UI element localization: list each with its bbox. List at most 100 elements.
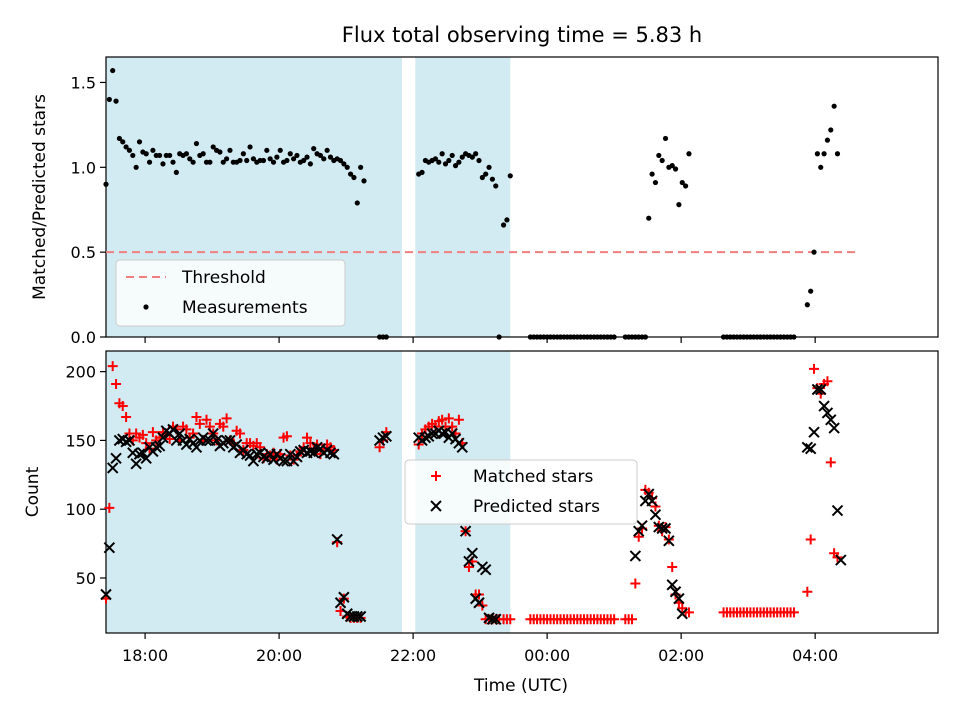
matched-star-point <box>809 363 820 374</box>
matched-star-point <box>221 413 232 424</box>
predicted-star-point <box>669 586 682 598</box>
predicted-star-point <box>380 430 393 442</box>
measurement-point <box>446 157 452 164</box>
x-tick-label: 20:00 <box>256 646 302 665</box>
legend-measurement-label: Measurements <box>182 298 308 318</box>
predicted-star-point <box>801 441 814 454</box>
measurement-point <box>831 103 837 109</box>
predicted-star-point <box>486 613 499 625</box>
data-marks <box>100 67 860 625</box>
measurement-point <box>183 151 190 157</box>
predicted-star-point <box>459 525 472 537</box>
matched-star-point <box>630 578 641 589</box>
y-tick-label-top: 0.0 <box>71 328 96 347</box>
predicted-star-point <box>815 383 827 396</box>
measurement-point <box>452 163 459 169</box>
predicted-star-point <box>426 427 438 440</box>
matched-star-point <box>825 457 836 468</box>
measurement-point <box>834 151 841 157</box>
matched-star-point <box>633 531 644 542</box>
predicted-star-point <box>130 458 142 470</box>
measurement-point <box>676 202 682 208</box>
measurement-point <box>284 157 290 164</box>
shaded-interval-top-2 <box>415 57 511 337</box>
measurement-point <box>103 181 109 187</box>
measurement-point <box>649 171 655 177</box>
axes-frame-bot <box>105 350 939 634</box>
measurement-point <box>652 179 659 186</box>
measurement-point <box>814 151 820 157</box>
predicted-star-point <box>676 608 688 620</box>
predicted-star-point <box>257 451 270 463</box>
measurement-point <box>260 157 267 164</box>
measurement-point <box>291 156 297 162</box>
measurement-point <box>250 156 257 162</box>
y-tick-label-top: 0.5 <box>71 243 96 262</box>
predicted-star-point <box>804 442 817 455</box>
legend-predicted-swatch <box>430 500 442 512</box>
measurement-point <box>146 159 153 165</box>
y-tick-label-top: 1.0 <box>71 158 96 177</box>
predicted-star-point <box>821 407 834 419</box>
legend-threshold-label: Threshold <box>181 268 266 288</box>
legend-top-box <box>115 259 346 327</box>
measurement-point <box>267 156 273 162</box>
measurement-point <box>126 147 133 153</box>
measurement-point <box>324 147 330 153</box>
predicted-star-point <box>304 445 317 458</box>
measurement-point <box>160 161 166 167</box>
measurement-point <box>327 154 334 160</box>
chart-title: Flux total observing time = 5.83 h <box>342 23 702 47</box>
measurement-point <box>479 174 485 181</box>
y-tick-label-top: 1.5 <box>71 73 96 92</box>
matched-star-point <box>627 614 638 625</box>
measurement-point <box>277 147 283 153</box>
legend-matched-swatch <box>431 471 441 481</box>
measurement-point <box>611 334 617 340</box>
predicted-star-point <box>103 542 116 554</box>
predicted-star-point <box>629 550 642 562</box>
measurement-point <box>120 139 126 145</box>
measurement-point <box>672 166 679 172</box>
measurement-point <box>170 159 176 165</box>
measurement-point <box>358 164 364 170</box>
measurement-point <box>483 171 489 177</box>
predicted-star-point <box>338 591 350 603</box>
measurement-point <box>287 151 293 157</box>
measurement-point <box>274 154 280 160</box>
predicted-star-point <box>636 519 648 532</box>
predicted-star-point <box>133 448 146 460</box>
predicted-star-point <box>643 488 655 500</box>
predicted-star-point <box>466 547 479 559</box>
predicted-star-point <box>490 613 502 625</box>
y-tick-label-bot: 200 <box>65 363 96 382</box>
measurement-point <box>351 174 357 181</box>
predicted-star-point <box>120 436 132 448</box>
shaded-interval-bot-1 <box>106 351 402 633</box>
measurement-point <box>679 179 685 186</box>
predicted-star-point <box>247 455 260 467</box>
predicted-star-point <box>831 504 844 517</box>
axes-frames <box>100 56 939 639</box>
matched-star-point <box>453 414 464 425</box>
measurement-point <box>106 96 112 103</box>
legend-bottom-box <box>404 459 638 525</box>
measurement-point <box>811 249 817 255</box>
predicted-star-point <box>334 597 347 609</box>
x-tick-label: 18:00 <box>122 646 168 665</box>
predicted-star-point <box>835 554 847 566</box>
predicted-star-point <box>251 448 263 460</box>
measurement-point <box>307 161 313 167</box>
predicted-star-point <box>207 427 219 440</box>
measurement-point <box>656 152 662 159</box>
bottom-xlabel: Time (UTC) <box>473 676 568 696</box>
predicted-star-point <box>656 522 668 535</box>
measurement-point <box>383 334 389 340</box>
measurement-point <box>500 222 507 228</box>
matched-star-point <box>164 434 175 445</box>
measurement-point <box>469 154 475 160</box>
measurement-point <box>224 156 230 162</box>
matched-star-point <box>802 586 813 597</box>
measurement-point <box>150 147 156 153</box>
